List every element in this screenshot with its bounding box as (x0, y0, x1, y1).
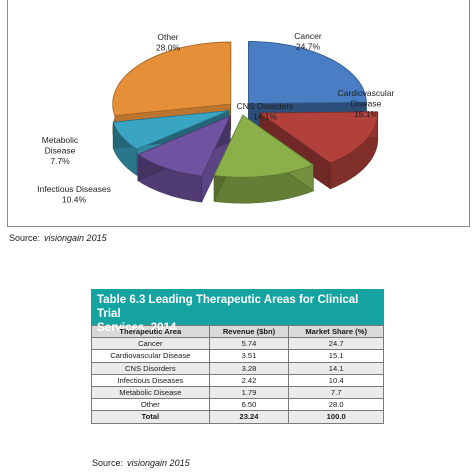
cell-area: CNS Disorders (91, 361, 210, 375)
cell-area: Metabolic Disease (91, 385, 210, 400)
cell-share: 24.7 (288, 337, 384, 351)
pie-slice-top (247, 41, 367, 104)
cell-area: Cardiovascular Disease (91, 349, 210, 363)
table-source: Source: visiongain 2015 (92, 458, 190, 468)
cell-revenue: 3.28 (208, 361, 290, 375)
table-total-row: Total 23.24 100.0 (91, 410, 384, 424)
pie-slice-top (137, 115, 232, 177)
pie-slice-top (112, 110, 230, 150)
pie-chart-frame: Cancer 24.7% Cardiovascular Disease 15.1% CNS… (7, 0, 470, 227)
table-row: Infectious Diseases 2.42 10.4 (91, 373, 384, 387)
cell-area: Infectious Diseases (91, 373, 210, 387)
cell-area: Other (91, 398, 210, 412)
data-table: Therapeutic Area Revenue ($bn) Market Sh… (91, 324, 384, 424)
cell-revenue: 5.74 (208, 337, 290, 351)
cell-share: 7.7 (288, 385, 384, 400)
pie-slice-cns-disorders (213, 114, 315, 204)
chart-source: Source: visiongain 2015 (9, 233, 107, 243)
therapeutic-areas-table: Table 6.3 Leading Therapeutic Areas for … (91, 289, 384, 424)
table-header-row: Therapeutic Area Revenue ($bn) Market Sh… (91, 324, 384, 339)
chart-source-value: visiongain 2015 (44, 233, 107, 243)
pie-label-cardiovascular-disease: Cardiovascular Disease 15.1% (338, 88, 395, 119)
cell-share: 15.1 (288, 349, 384, 363)
pie-label-infectious-diseases: Infectious Diseases 10.4% (37, 184, 111, 205)
cell-revenue: 2.42 (208, 373, 290, 387)
cell-revenue: 1.79 (208, 385, 290, 400)
table-title-line-1: Table 6.3 Leading Therapeutic Areas for … (97, 294, 359, 320)
table-title: Table 6.3 Leading Therapeutic Areas for … (91, 289, 384, 334)
total-revenue: 23.24 (208, 410, 290, 424)
cell-share: 28.0 (288, 398, 384, 412)
pie-label-metabolic-disease: Metabolic Disease 7.7% (42, 135, 79, 166)
pie-slice-top (112, 41, 232, 117)
table-row: CNS Disorders 3.28 14.1 (91, 361, 384, 375)
chart-source-label: Source: (9, 233, 41, 243)
table-row: Other 6.50 28.0 (91, 398, 384, 412)
table-row: Metabolic Disease 1.79 7.7 (91, 385, 384, 400)
pie-label-cancer: Cancer 24.7% (294, 31, 322, 52)
pie-slice-infectious-diseases (137, 115, 232, 203)
cell-revenue: 6.50 (208, 398, 290, 412)
pie-slice-top (213, 114, 315, 178)
total-label: Total (91, 410, 210, 424)
pie-label-other: Other 28.0% (156, 32, 181, 53)
cell-revenue: 3.51 (208, 349, 290, 363)
table-row: Cancer 5.74 24.7 (91, 337, 384, 351)
cell-share: 14.1 (288, 361, 384, 375)
table-source-label: Source: (92, 458, 124, 468)
pie-slice-cardiovascular-disease (258, 111, 379, 190)
pie-label-cns-disorders: CNS Disorders 14.1% (237, 101, 294, 122)
total-share: 100.0 (288, 410, 384, 424)
table-row: Cardiovascular Disease 3.51 15.1 (91, 349, 384, 363)
pie-slice-top (258, 111, 379, 164)
header-market-share: Market Share (%) (288, 324, 384, 339)
pie-chart: Cancer 24.7% Cardiovascular Disease 15.1% CNS… (37, 31, 395, 205)
header-therapeutic-area: Therapeutic Area (91, 324, 210, 339)
cell-area: Cancer (91, 337, 210, 351)
header-revenue: Revenue ($bn) (208, 324, 290, 339)
cell-share: 10.4 (288, 373, 384, 387)
table-source-value: visiongain 2015 (127, 458, 190, 468)
